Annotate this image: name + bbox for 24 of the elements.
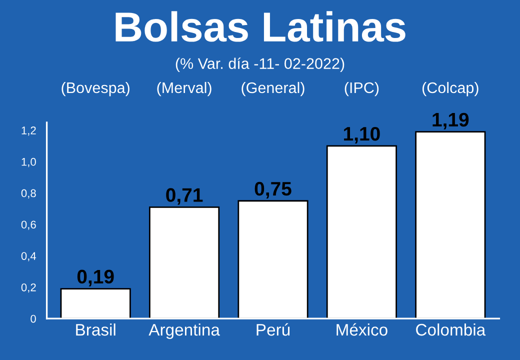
- x-tick-label: Brasil: [76, 323, 116, 336]
- data-label: 0,19: [77, 270, 114, 286]
- text: (IPC): [344, 82, 379, 96]
- chart-title: Bolsas Latinas: [116, 11, 406, 42]
- y-tick-label: 0,6: [21, 220, 36, 230]
- data-label: 1,10: [344, 126, 380, 144]
- x-tick-label: Argentina: [148, 323, 220, 339]
- y-tick-label: 0,2: [21, 283, 36, 293]
- data-label: 0,71: [166, 188, 203, 205]
- y-tick-label: 0,8: [21, 189, 36, 198]
- text: (Merval): [157, 82, 212, 96]
- y-tick-label: 1,2: [22, 126, 36, 136]
- chart-subtitle: (% Var. día -11- 02-2022): [176, 58, 344, 72]
- x-tick-label: México: [336, 323, 388, 336]
- data-label: 0,75: [254, 182, 292, 198]
- x-tick-label: Perú: [256, 323, 290, 336]
- text: (Colcap): [422, 82, 478, 96]
- text: (Bovespa): [62, 82, 130, 96]
- y-tick-label: 1,0: [22, 158, 36, 168]
- y-tick-label: 0: [30, 314, 36, 323]
- y-tick-label: 0,4: [21, 252, 36, 262]
- data-label: 1,19: [432, 112, 469, 130]
- x-tick-label: Colombia: [416, 323, 486, 336]
- text: (General): [242, 82, 304, 96]
